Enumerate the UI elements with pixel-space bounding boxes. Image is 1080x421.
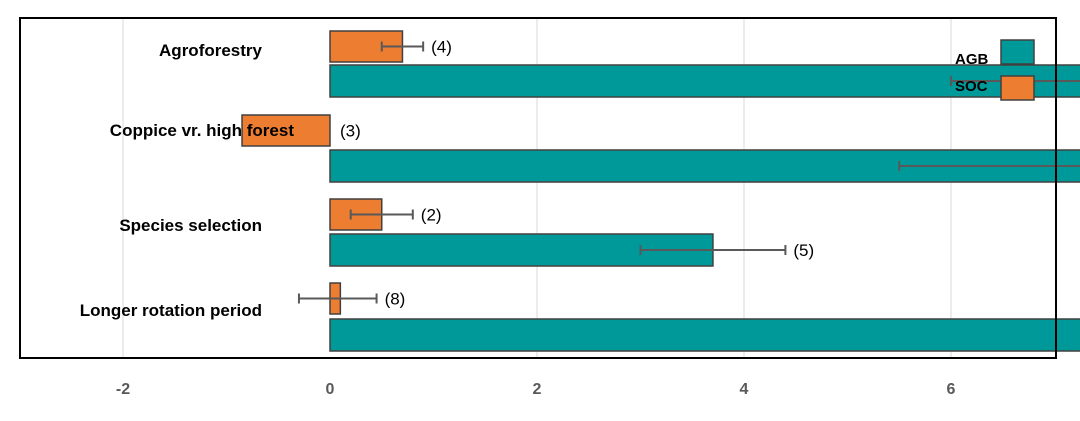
legend-item-soc: SOC [955,75,1035,101]
legend-item-agb: AGB [955,39,1035,68]
legend-swatch [1000,39,1035,65]
x-tick-label: -2 [116,381,130,398]
legend-swatch [1000,75,1035,101]
legend: AGB SOC [955,39,1035,101]
sample-size-label: (3) [340,122,361,141]
category-label: Species selection [119,216,262,235]
sample-size-label: (5) [793,241,814,260]
sample-size-label: (4) [431,38,452,57]
legend-label: SOC [955,78,988,95]
category-label: Coppice vr. high forest [110,121,295,140]
x-tick-label: 4 [740,381,749,398]
error-bar-agb [950,76,1080,86]
bar-agb [329,318,1080,352]
legend-label: AGB [955,51,989,68]
x-tick-label: 6 [947,381,956,398]
error-bars [297,41,1080,304]
x-tick-label: 2 [533,381,542,398]
sample-size-labels: (4)(16)(3)(3)(2)(5)(8)(19) [340,38,814,309]
error-bar-agb [898,161,1080,171]
error-bar-soc [349,209,414,220]
bars [241,30,1080,352]
x-axis-tick-labels: -6-4-202468101214 [116,381,956,398]
error-bar-agb [639,245,787,255]
category-label: Agroforestry [159,41,263,60]
category-labels: Agroforestry Coppice vr. high forest Speci… [80,41,295,320]
x-tick-label: 0 [326,381,335,398]
category-label: Longer rotation period [80,301,262,320]
error-bar-soc [380,41,425,52]
plot-frame [19,17,1057,359]
bar-soc [241,114,331,147]
sample-size-label: (8) [385,290,406,309]
sample-size-label: (2) [421,206,442,225]
error-bar-soc [297,293,378,304]
